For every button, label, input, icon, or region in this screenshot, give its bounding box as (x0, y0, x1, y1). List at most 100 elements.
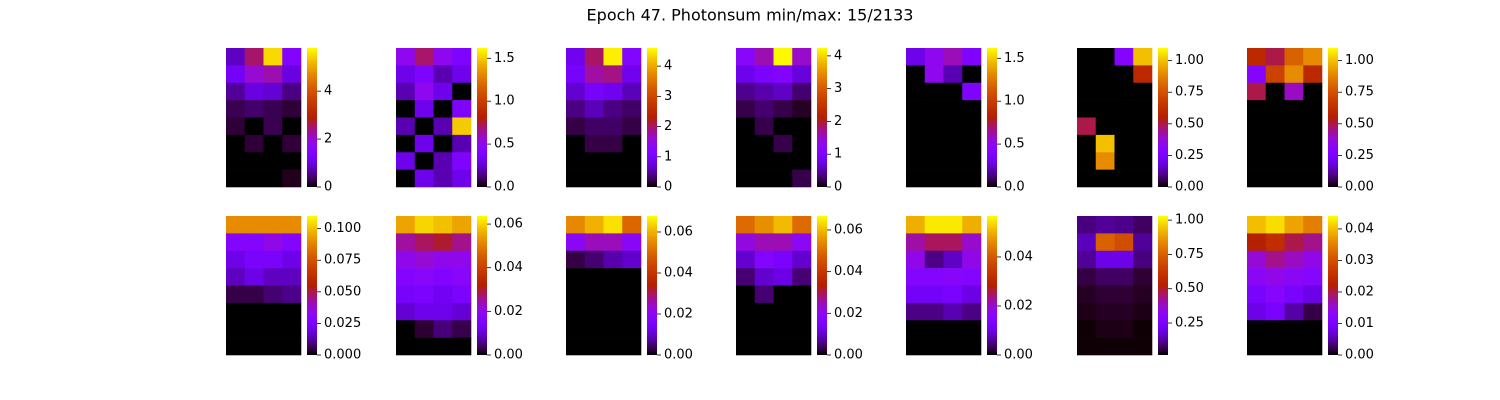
heatmap-cell (736, 117, 756, 136)
heatmap-cell (1114, 65, 1134, 84)
heatmap-cell (773, 48, 793, 66)
heatmap-cell (906, 65, 926, 84)
heatmap-cell (962, 233, 982, 252)
heatmap-cell (1114, 285, 1134, 304)
heatmap-cell (414, 233, 434, 252)
heatmap-cell (773, 233, 793, 252)
heatmap-cell (433, 134, 453, 153)
heatmap-cell (754, 65, 774, 84)
heatmap-cell (792, 169, 812, 188)
heatmap-cell (1095, 82, 1115, 101)
heatmap-cell (396, 152, 416, 170)
heatmap-cell (452, 48, 472, 66)
heatmap-cell (754, 169, 774, 188)
heatmap-cell (263, 134, 283, 153)
heatmap-cell (754, 285, 774, 304)
heatmap-cell (792, 152, 812, 170)
heatmap-cell (792, 337, 812, 356)
heatmap-cell (1303, 65, 1323, 84)
heatmap-cell (1284, 82, 1304, 101)
heatmap-cell (1114, 250, 1134, 269)
heatmap-cell (244, 100, 264, 118)
heatmap-cell (433, 285, 453, 304)
heatmap-cell (906, 285, 926, 304)
heatmap-cell (282, 152, 302, 170)
heatmap-cell (603, 250, 623, 269)
heatmap-cell (244, 48, 264, 66)
heatmap-cell (1133, 65, 1153, 84)
heatmap-cell (566, 320, 586, 338)
heatmap-cell (943, 100, 963, 118)
heatmap-cell (1114, 82, 1134, 101)
colorbar-tick-label: 0.5 (1004, 137, 1025, 152)
heatmap-cell (792, 117, 812, 136)
heatmap-cell (622, 285, 642, 304)
heatmap-cell (622, 100, 642, 118)
heatmap-cell (1077, 285, 1097, 304)
heatmap-cell (622, 337, 642, 356)
colorbar (1328, 216, 1338, 355)
heatmap-cell (773, 117, 793, 136)
colorbar-tick-label: 0.75 (1345, 85, 1374, 100)
heatmap-cell (566, 134, 586, 153)
heatmap-cell (1265, 250, 1285, 269)
heatmap-cell (1265, 117, 1285, 136)
heatmap-cell (244, 216, 264, 234)
colorbar-tick-label: 0 (664, 180, 672, 195)
heatmap-cell (1303, 169, 1323, 188)
colorbar (1158, 48, 1168, 187)
heatmap-cell (433, 320, 453, 338)
heatmap-cell (282, 285, 302, 304)
heatmap-cell (452, 117, 472, 136)
heatmap-cell (754, 302, 774, 321)
heatmap-cell (282, 82, 302, 101)
heatmap-cell (943, 337, 963, 356)
heatmap-cell (263, 320, 283, 338)
colorbar-tick-label: 0.06 (664, 224, 693, 239)
heatmap-cell (1284, 117, 1304, 136)
heatmap-cell (924, 285, 944, 304)
heatmap-cell (1265, 152, 1285, 170)
heatmap-cell (396, 169, 416, 188)
heatmap-cell (1284, 48, 1304, 66)
heatmap-cell (433, 65, 453, 84)
heatmap-cell (924, 82, 944, 101)
colorbar-tick-label: 1 (834, 147, 842, 162)
heatmap-cell (773, 152, 793, 170)
heatmap-cell (566, 268, 586, 286)
colorbar-tick-label: 0.5 (494, 137, 515, 152)
heatmap-cell (1284, 302, 1304, 321)
heatmap-cell (603, 117, 623, 136)
heatmap-cell (943, 169, 963, 188)
heatmap-cell (773, 134, 793, 153)
heatmap-cell (282, 48, 302, 66)
colorbar (987, 48, 997, 187)
heatmap-cell (1303, 82, 1323, 101)
heatmap-cell (452, 320, 472, 338)
heatmap-cell (1095, 233, 1115, 252)
heatmap-cell (1247, 285, 1267, 304)
heatmap-cell (962, 320, 982, 338)
heatmap-cell (584, 320, 604, 338)
heatmap-cell (603, 268, 623, 286)
heatmap-cell (792, 82, 812, 101)
heatmap-cell (736, 82, 756, 101)
heatmap-cell (566, 65, 586, 84)
heatmap-cell (433, 337, 453, 356)
heatmap-cell (773, 169, 793, 188)
heatmap-cell (603, 152, 623, 170)
heatmap-cell (414, 117, 434, 136)
colorbar-tick-label: 0.04 (664, 265, 693, 280)
heatmap-cell (906, 216, 926, 234)
heatmap-cell (263, 268, 283, 286)
heatmap-cell (1095, 337, 1115, 356)
colorbar-tick-label: 0.75 (1175, 247, 1204, 262)
heatmap-cell (924, 152, 944, 170)
heatmap-cell (282, 268, 302, 286)
heatmap-cell (1265, 48, 1285, 66)
heatmap-cell (396, 134, 416, 153)
heatmap-cell (263, 250, 283, 269)
heatmap-cell (244, 65, 264, 84)
heatmap-cell (1095, 65, 1115, 84)
heatmap-cell (263, 285, 283, 304)
